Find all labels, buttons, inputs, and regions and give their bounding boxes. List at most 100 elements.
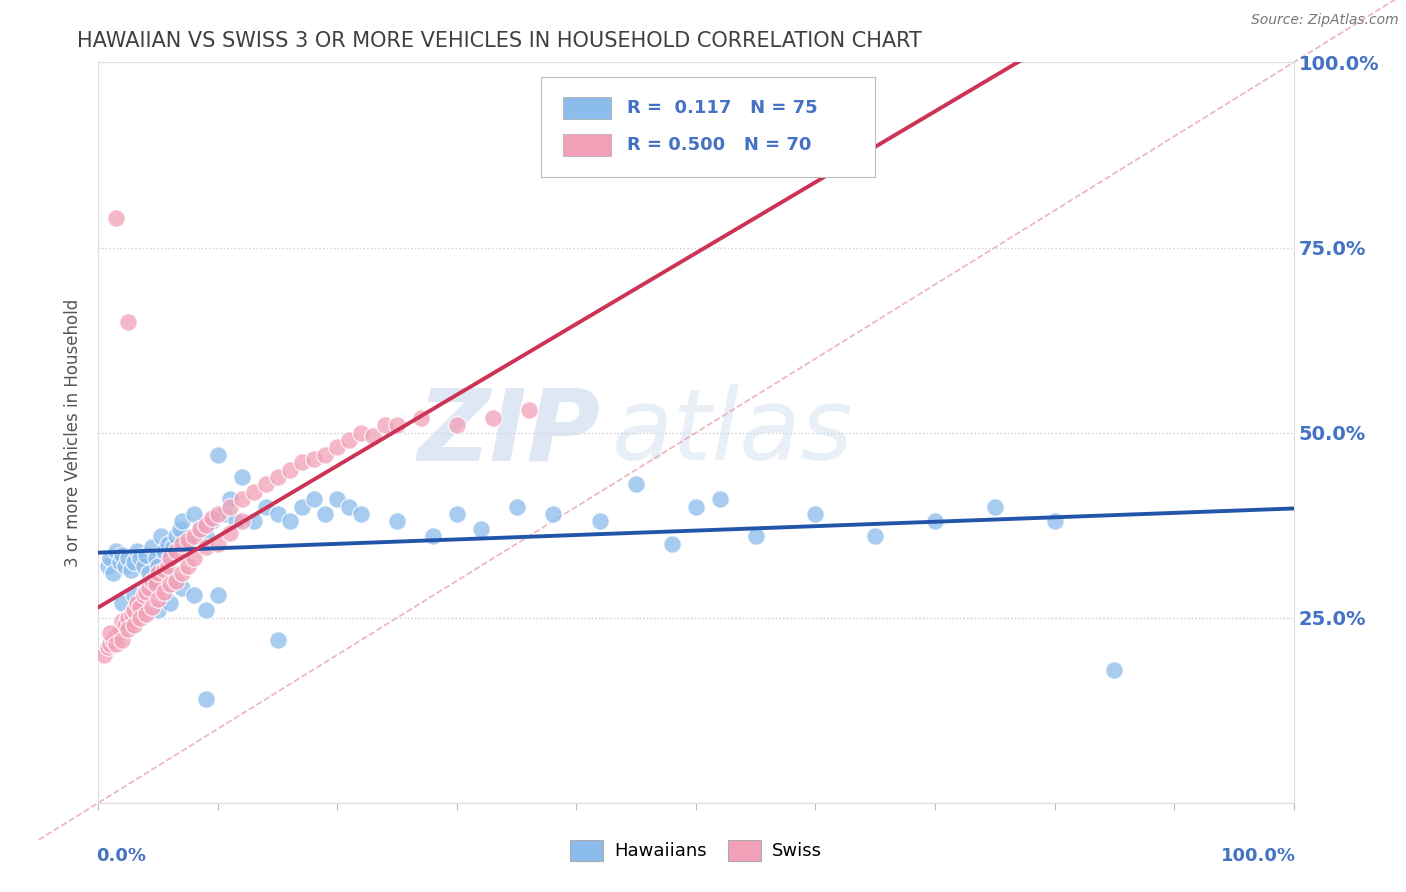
- Point: [291, 500, 314, 514]
- Point: [1104, 663, 1126, 677]
- Point: [98, 625, 122, 640]
- Point: [195, 518, 218, 533]
- Point: [101, 632, 124, 647]
- Point: [207, 507, 229, 521]
- Point: [446, 507, 468, 521]
- Point: [865, 529, 887, 543]
- Point: [231, 470, 253, 484]
- Point: [135, 581, 157, 595]
- Point: [984, 500, 1007, 514]
- Point: [363, 429, 385, 443]
- Point: [195, 692, 218, 706]
- Point: [114, 618, 136, 632]
- Point: [148, 566, 170, 581]
- Point: [141, 599, 163, 614]
- Point: [153, 544, 176, 558]
- Point: [231, 492, 253, 507]
- Point: [121, 607, 143, 621]
- Point: [148, 558, 170, 573]
- Point: [626, 477, 648, 491]
- Point: [385, 515, 409, 529]
- Point: [159, 551, 181, 566]
- Point: [169, 522, 191, 536]
- Text: R = 0.500   N = 70: R = 0.500 N = 70: [627, 136, 811, 154]
- Point: [517, 403, 540, 417]
- Point: [159, 551, 181, 566]
- Point: [183, 507, 205, 521]
- Point: [183, 529, 205, 543]
- Point: [212, 507, 235, 521]
- Point: [111, 615, 134, 629]
- Point: [326, 441, 349, 455]
- Point: [195, 529, 218, 543]
- Point: [172, 581, 194, 595]
- Text: 0.0%: 0.0%: [96, 847, 146, 865]
- Point: [129, 551, 152, 566]
- Point: [124, 589, 146, 603]
- Point: [225, 515, 247, 529]
- Point: [97, 640, 120, 655]
- Point: [350, 425, 373, 440]
- Point: [105, 637, 128, 651]
- Point: [326, 492, 349, 507]
- Point: [267, 507, 290, 521]
- Point: [165, 544, 187, 558]
- Text: 100.0%: 100.0%: [1220, 847, 1296, 865]
- Point: [141, 541, 163, 555]
- Point: [661, 536, 683, 550]
- Text: ZIP: ZIP: [418, 384, 600, 481]
- Point: [411, 410, 433, 425]
- FancyBboxPatch shape: [564, 135, 612, 156]
- Point: [172, 566, 194, 581]
- Point: [156, 558, 179, 573]
- Point: [105, 544, 128, 558]
- Point: [188, 522, 211, 536]
- Point: [165, 529, 187, 543]
- Point: [207, 589, 229, 603]
- Point: [132, 558, 155, 573]
- Point: [153, 584, 176, 599]
- Point: [120, 563, 142, 577]
- Point: [350, 507, 373, 521]
- Point: [101, 566, 124, 581]
- Point: [117, 314, 139, 328]
- Point: [108, 555, 131, 569]
- Point: [117, 610, 139, 624]
- Text: R =  0.117   N = 75: R = 0.117 N = 75: [627, 99, 817, 118]
- Point: [124, 555, 146, 569]
- Point: [153, 563, 176, 577]
- Point: [159, 596, 181, 610]
- Point: [1043, 515, 1066, 529]
- Point: [125, 596, 148, 610]
- Point: [159, 577, 181, 591]
- Point: [219, 525, 242, 540]
- Point: [201, 510, 224, 524]
- Point: [385, 418, 409, 433]
- Point: [138, 566, 160, 581]
- Point: [177, 533, 200, 547]
- Point: [148, 603, 170, 617]
- Point: [177, 558, 200, 573]
- Point: [138, 581, 160, 595]
- Point: [291, 455, 314, 469]
- Point: [117, 622, 139, 636]
- Point: [183, 551, 205, 566]
- Y-axis label: 3 or more Vehicles in Household: 3 or more Vehicles in Household: [65, 299, 83, 566]
- Point: [132, 589, 155, 603]
- Point: [470, 522, 492, 536]
- Point: [149, 529, 172, 543]
- Point: [114, 558, 136, 573]
- Point: [105, 629, 128, 643]
- Point: [315, 507, 337, 521]
- Text: Source: ZipAtlas.com: Source: ZipAtlas.com: [1251, 13, 1399, 28]
- Point: [111, 632, 134, 647]
- Point: [141, 574, 163, 588]
- Point: [267, 470, 290, 484]
- Point: [207, 448, 229, 462]
- Point: [924, 515, 946, 529]
- Point: [243, 484, 266, 499]
- Point: [111, 548, 134, 562]
- Point: [231, 515, 253, 529]
- Point: [145, 551, 167, 566]
- Point: [219, 492, 242, 507]
